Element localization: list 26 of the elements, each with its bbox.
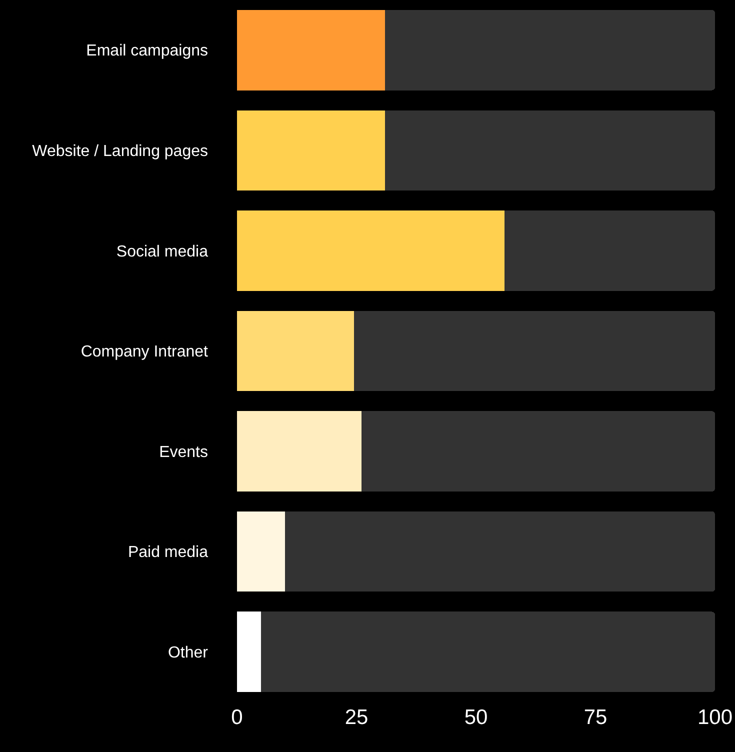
bar	[237, 10, 386, 90]
y-tick-label: Website / Landing pages	[32, 143, 208, 160]
bar	[237, 210, 505, 291]
bar	[361, 411, 715, 492]
bar	[237, 110, 386, 191]
x-tick-label: 50	[464, 706, 488, 729]
bar	[354, 310, 715, 392]
y-tick-label: Events	[159, 444, 208, 461]
x-tick-label: 75	[584, 706, 608, 729]
bar	[284, 511, 715, 592]
bar	[237, 310, 354, 392]
bar	[237, 612, 261, 692]
y-tick-label: Paid media	[128, 544, 208, 562]
bar	[237, 411, 362, 492]
y-tick-label: Email campaigns	[86, 42, 208, 60]
bar	[385, 110, 715, 191]
bar	[260, 612, 715, 692]
bar	[237, 511, 285, 592]
bar	[504, 210, 715, 291]
y-tick-label: Other	[168, 644, 209, 662]
x-tick-label: 100	[697, 706, 733, 729]
y-tick-label: Company Intranet	[80, 344, 209, 361]
x-tick-label: 0	[231, 706, 243, 729]
bar	[385, 10, 715, 90]
x-tick-label: 25	[344, 706, 368, 729]
y-tick-label: Social media	[116, 243, 208, 260]
